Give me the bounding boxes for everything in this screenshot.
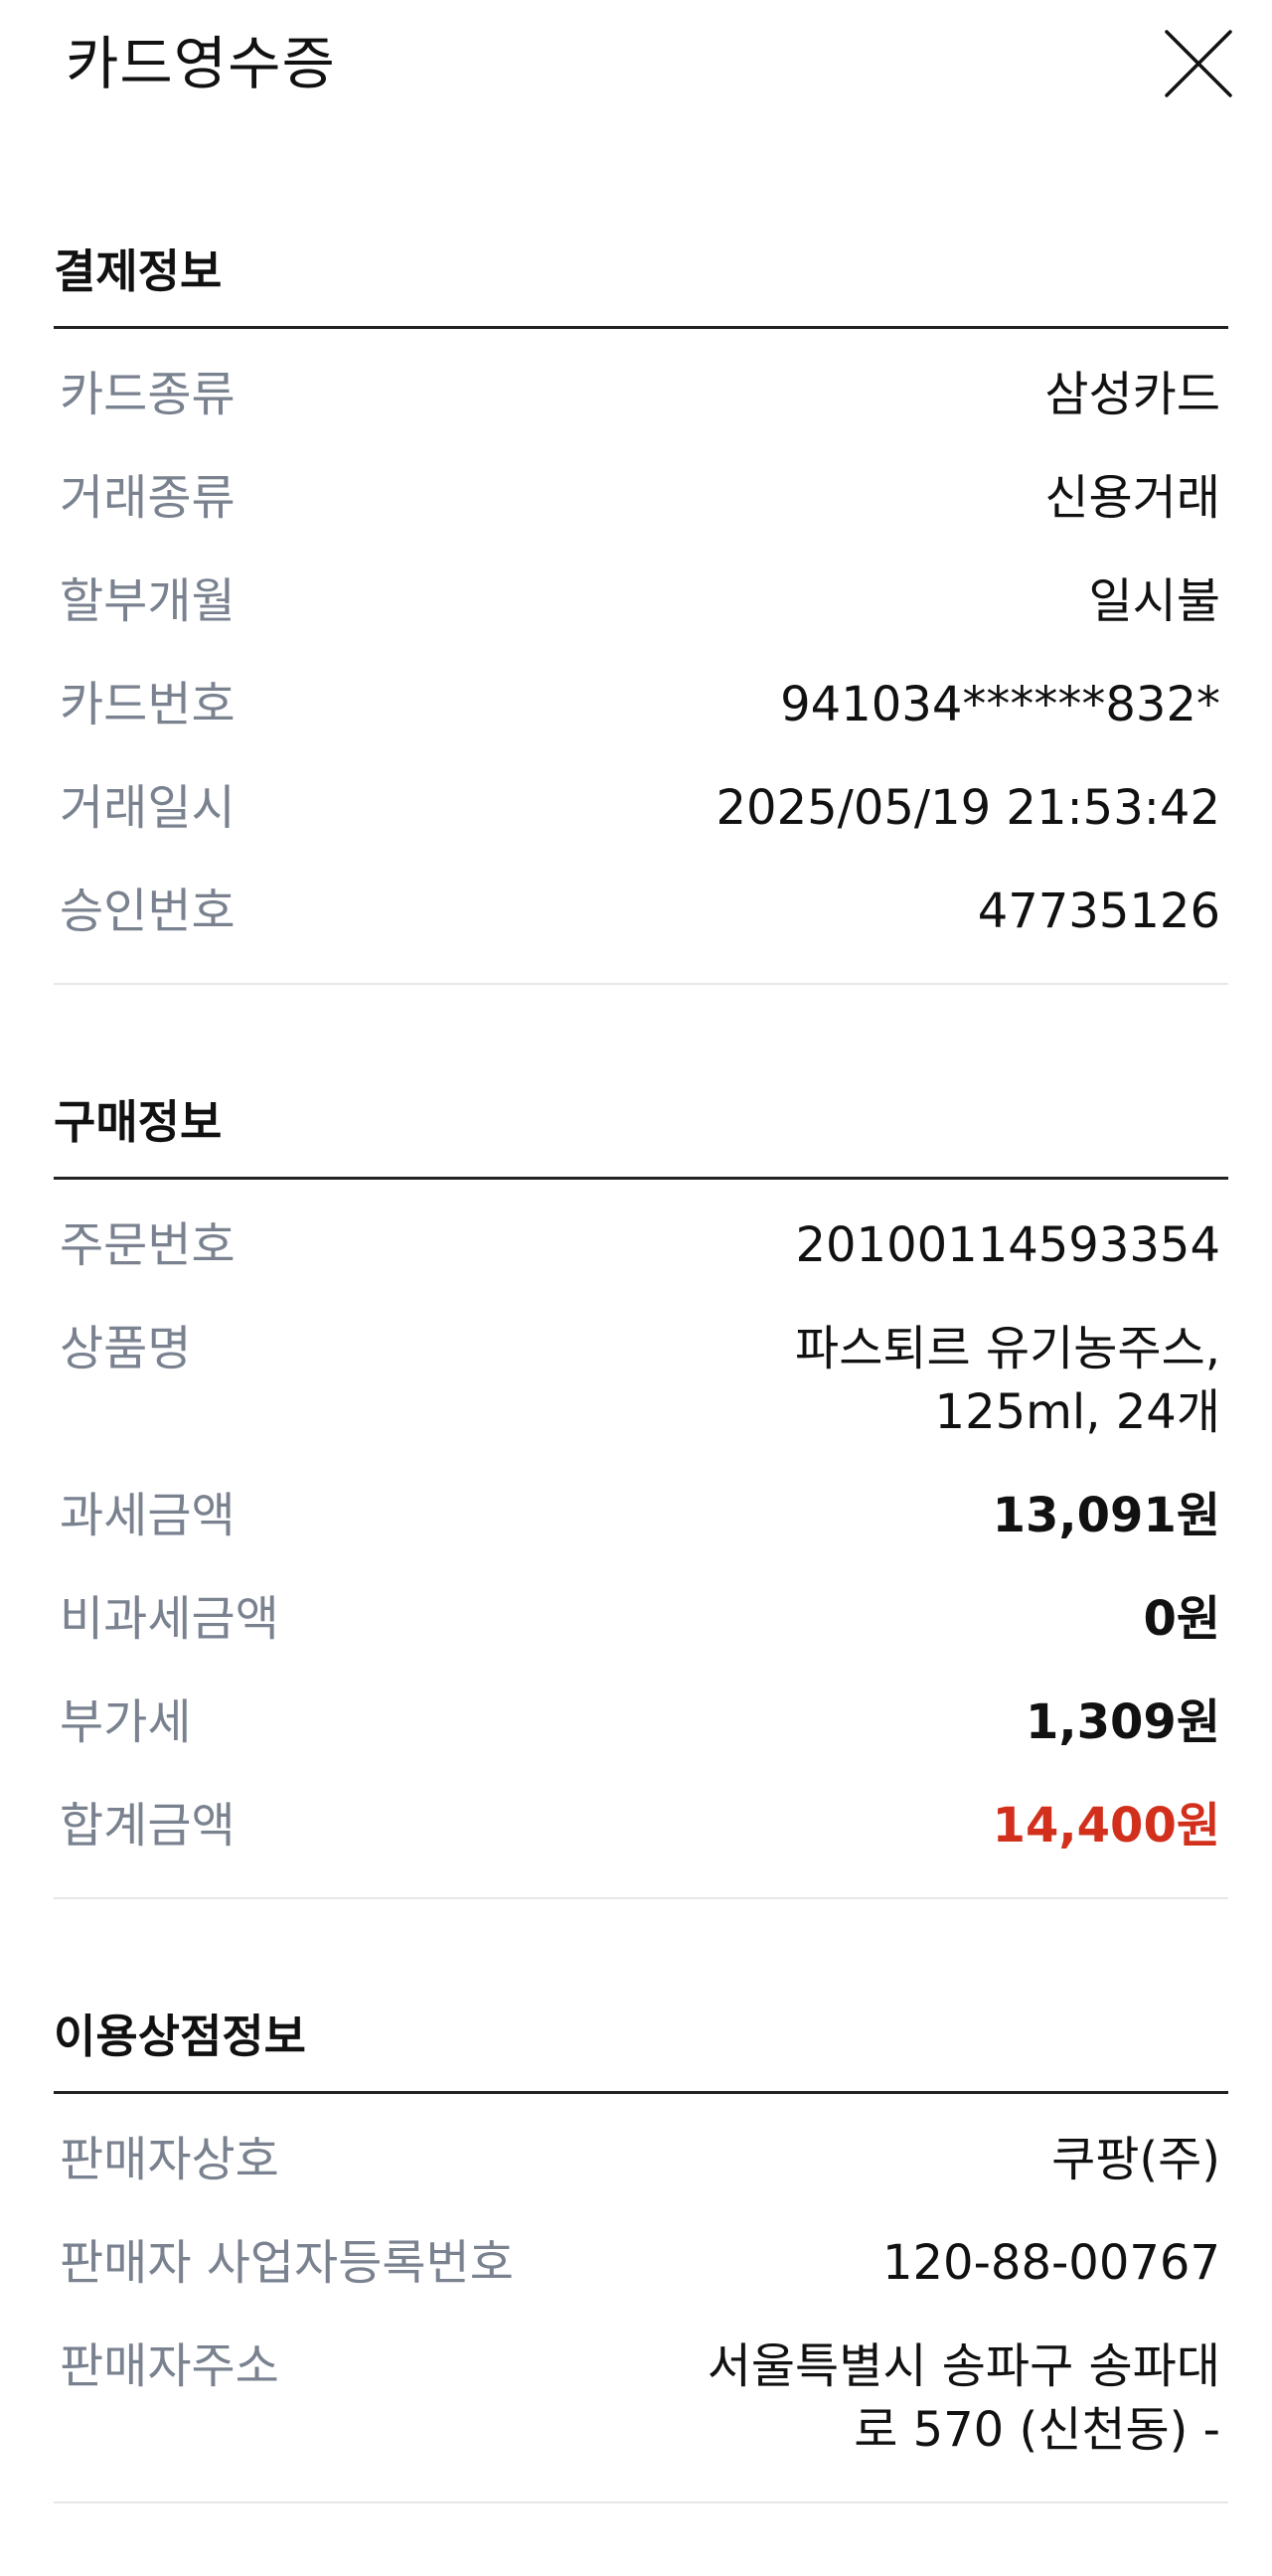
address-line-2: 로 570 (신천동) - (854, 2402, 1220, 2458)
value-transaction-type: 신용거래 (1044, 470, 1220, 526)
label-taxable-amount: 과세금액 (60, 1488, 236, 1543)
label-transaction-datetime: 거래일시 (60, 780, 236, 836)
row-product-name: 상품명 파스퇴르 유기농주스, 125ml, 24개 (54, 1303, 1228, 1470)
label-installment: 할부개월 (60, 573, 236, 629)
value-installment: 일시불 (1088, 573, 1220, 629)
section-title-payment: 결제정보 (54, 244, 223, 298)
value-merchant-name: 쿠팡(주) (1051, 2132, 1220, 2187)
label-business-registration: 판매자 사업자등록번호 (60, 2235, 514, 2291)
value-card-number: 941034******832* (780, 677, 1220, 732)
address-line-1: 서울특별시 송파구 송파대 (707, 2338, 1220, 2394)
row-merchant-address: 판매자주소 서울특별시 송파구 송파대 로 570 (신천동) - (54, 2321, 1228, 2488)
value-transaction-datetime: 2025/05/19 21:53:42 (716, 780, 1221, 836)
row-card-number: 카드번호 941034******832* (54, 659, 1228, 762)
payment-info-section: 결제정보 카드종류 삼성카드 거래종류 신용거래 할부개월 일시불 카드번호 9… (54, 217, 1228, 985)
purchase-info-section: 구매정보 주문번호 20100114593354 상품명 파스퇴르 유기농주스,… (54, 1067, 1228, 1899)
merchant-info-section: 이용상점정보 판매자상호 쿠팡(주) 판매자 사업자등록번호 120-88-00… (54, 1982, 1228, 2503)
row-approval-number: 승인번호 47735126 (54, 866, 1228, 969)
page-title: 카드영수증 (66, 30, 336, 97)
row-transaction-datetime: 거래일시 2025/05/19 21:53:42 (54, 762, 1228, 866)
label-tax-exempt-amount: 비과세금액 (60, 1591, 279, 1647)
label-merchant-name: 판매자상호 (60, 2132, 279, 2187)
row-transaction-type: 거래종류 신용거래 (54, 452, 1228, 556)
section-bottom-divider (54, 1897, 1228, 1899)
label-vat: 부가세 (60, 1694, 192, 1750)
label-approval-number: 승인번호 (60, 884, 236, 939)
value-approval-number: 47735126 (977, 884, 1220, 939)
value-merchant-address: 서울특별시 송파구 송파대 로 570 (신천동) - (708, 2321, 1228, 2462)
label-transaction-type: 거래종류 (60, 470, 236, 526)
section-divider (54, 1177, 1228, 1180)
close-button[interactable] (1161, 26, 1236, 101)
value-order-number: 20100114593354 (795, 1217, 1220, 1273)
product-name-line-1: 파스퇴르 유기농주스, (795, 1321, 1220, 1376)
label-card-type: 카드종류 (60, 367, 236, 422)
section-bottom-divider (54, 2501, 1228, 2503)
section-divider (54, 326, 1228, 329)
row-installment: 할부개월 일시불 (54, 556, 1228, 659)
value-product-name: 파스퇴르 유기농주스, 125ml, 24개 (795, 1303, 1228, 1444)
row-taxable-amount: 과세금액 13,091원 (54, 1470, 1228, 1573)
receipt-header: 카드영수증 (0, 0, 1272, 139)
row-business-registration: 판매자 사업자등록번호 120-88-00767 (54, 2217, 1228, 2321)
value-vat: 1,309원 (1026, 1694, 1220, 1750)
label-total-amount: 합계금액 (60, 1798, 236, 1853)
section-title-merchant: 이용상점정보 (54, 2010, 306, 2063)
row-tax-exempt-amount: 비과세금액 0원 (54, 1573, 1228, 1677)
label-product-name: 상품명 (60, 1321, 192, 1376)
value-tax-exempt-amount: 0원 (1143, 1591, 1220, 1647)
value-card-type: 삼성카드 (1044, 367, 1220, 422)
section-divider (54, 2091, 1228, 2094)
close-icon (1165, 30, 1232, 97)
row-merchant-name: 판매자상호 쿠팡(주) (54, 2114, 1228, 2217)
label-order-number: 주문번호 (60, 1217, 236, 1273)
section-title-purchase: 구매정보 (54, 1095, 223, 1149)
product-name-line-2: 125ml, 24개 (934, 1384, 1220, 1440)
row-vat: 부가세 1,309원 (54, 1677, 1228, 1780)
value-business-registration: 120-88-00767 (881, 2235, 1220, 2291)
label-merchant-address: 판매자주소 (60, 2338, 279, 2394)
row-total-amount: 합계금액 14,400원 (54, 1780, 1228, 1883)
label-card-number: 카드번호 (60, 677, 236, 732)
row-card-type: 카드종류 삼성카드 (54, 349, 1228, 452)
row-order-number: 주문번호 20100114593354 (54, 1200, 1228, 1303)
value-taxable-amount: 13,091원 (992, 1488, 1220, 1543)
section-bottom-divider (54, 983, 1228, 985)
value-total-amount: 14,400원 (992, 1798, 1220, 1853)
